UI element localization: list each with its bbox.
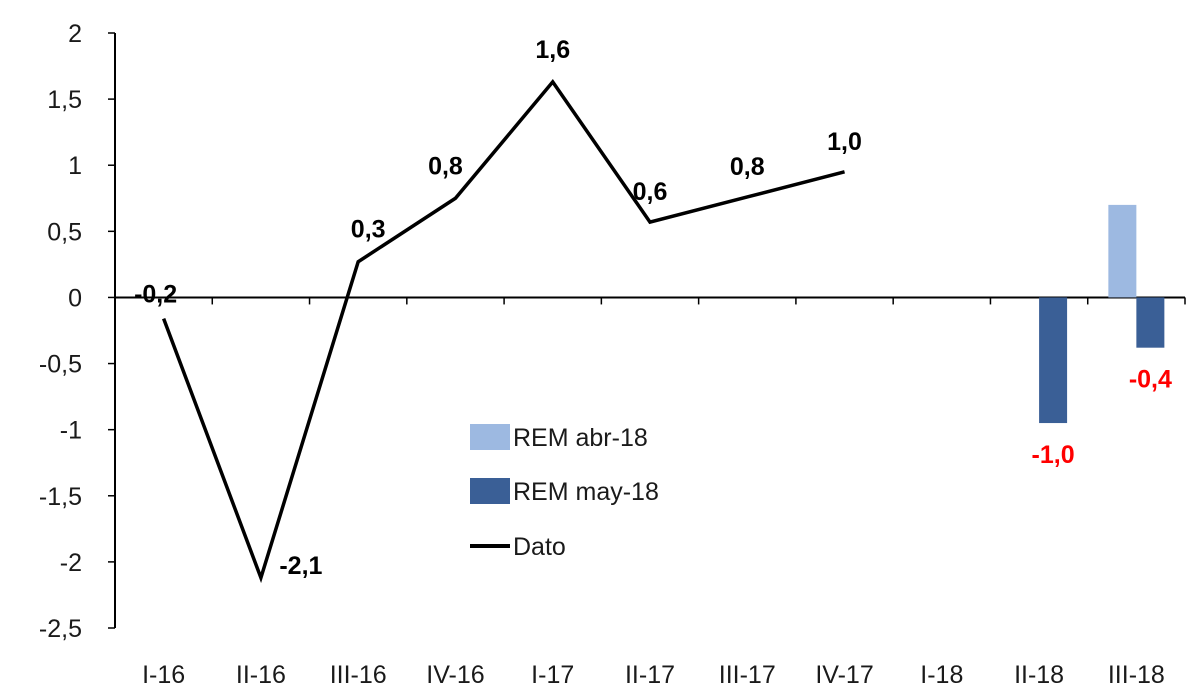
data-label: 1,0: [827, 128, 862, 156]
x-tick-label: III-16: [330, 661, 387, 689]
x-tick-label: IV-16: [426, 661, 484, 689]
data-label: 0,6: [633, 178, 668, 206]
x-tick-label: IV-17: [815, 661, 873, 689]
legend-swatch: [470, 424, 510, 450]
x-tick-label: I-18: [920, 661, 963, 689]
legend-label: REM may-18: [513, 478, 659, 506]
y-tick-label: -2: [60, 549, 82, 577]
data-label: -0,2: [134, 281, 177, 309]
data-label: 0,3: [351, 216, 386, 244]
legend-swatch: [470, 478, 510, 504]
y-tick-label: 1,5: [47, 86, 82, 114]
y-tick-label: 2: [68, 20, 82, 48]
chart-marks: [161, 79, 1165, 584]
data-label: -1,0: [1032, 441, 1075, 469]
y-tick-label: 0,5: [47, 218, 82, 246]
line-series-dato: [161, 79, 845, 584]
legend: REM abr-18 REM may-18 Dato: [470, 424, 659, 561]
data-label: 0,8: [730, 153, 765, 181]
y-tick-label: 0: [68, 284, 82, 312]
bar: [1039, 297, 1068, 424]
x-tick-label: III-17: [719, 661, 776, 689]
axes: 2 1,5 1 0,5 0 -0,5 -1 -1,5 -2 -2,5 I-16 II-16 III-16…: [39, 20, 1186, 689]
x-tick-label: II-16: [236, 661, 286, 689]
x-tick-label: I-16: [142, 661, 185, 689]
y-tick-label: 1: [68, 152, 82, 180]
data-label: -0,4: [1129, 366, 1172, 394]
x-tick-label: III-18: [1108, 661, 1165, 689]
legend-label: Dato: [513, 533, 566, 561]
x-tick-label: I-17: [531, 661, 574, 689]
data-labels: -0,2 -2,1 0,3 0,8 1,6 0,6 0,8 1,0 -1,0 -0,4: [134, 36, 1172, 580]
data-label: 0,8: [428, 152, 463, 180]
y-tick-label: -1,5: [39, 483, 82, 511]
y-tick-label: -0,5: [39, 351, 82, 379]
legend-label: REM abr-18: [513, 424, 648, 452]
y-tick-label: -1: [60, 417, 82, 445]
data-label: -2,1: [279, 552, 322, 580]
bar: [1108, 204, 1137, 298]
bar: [1136, 297, 1165, 348]
data-label: 1,6: [535, 36, 570, 64]
x-tick-label: II-18: [1014, 661, 1064, 689]
y-tick-label: -2,5: [39, 615, 82, 643]
x-tick-label: II-17: [625, 661, 675, 689]
